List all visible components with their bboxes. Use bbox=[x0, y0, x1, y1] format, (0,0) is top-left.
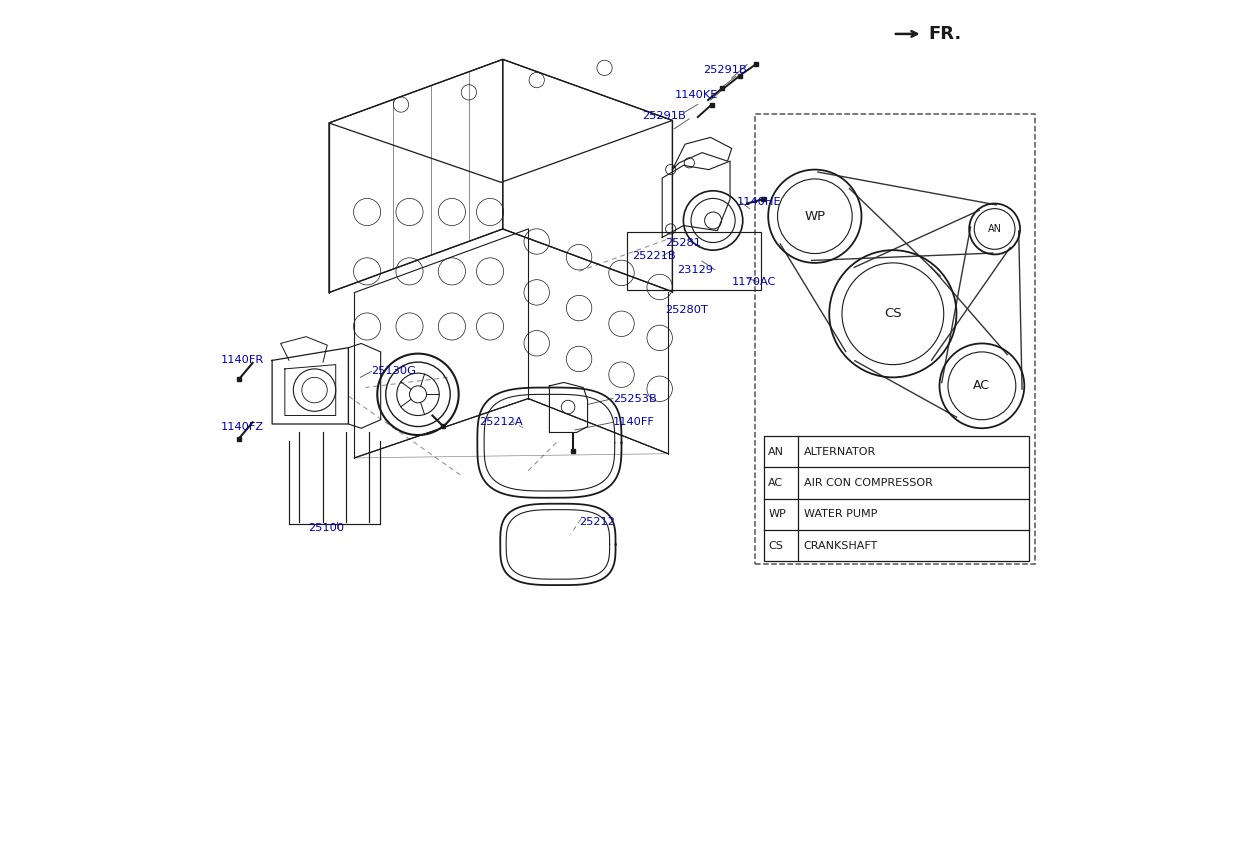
Bar bbox=[626, 232, 761, 290]
Text: 1140HE: 1140HE bbox=[737, 197, 782, 207]
Text: 25130G: 25130G bbox=[372, 366, 416, 377]
Text: 1140FF: 1140FF bbox=[613, 417, 655, 427]
Text: 25212A: 25212A bbox=[479, 417, 522, 427]
Text: WP: WP bbox=[804, 209, 825, 223]
Text: 25253B: 25253B bbox=[613, 393, 656, 404]
Text: AN: AN bbox=[768, 447, 784, 456]
Text: 1140FR: 1140FR bbox=[221, 354, 265, 365]
Text: 25281: 25281 bbox=[665, 237, 701, 248]
Text: 25280T: 25280T bbox=[665, 304, 709, 315]
Text: CS: CS bbox=[768, 541, 783, 550]
Text: AC: AC bbox=[768, 478, 783, 488]
Text: AN: AN bbox=[988, 224, 1002, 234]
Text: WP: WP bbox=[768, 510, 786, 519]
Text: WATER PUMP: WATER PUMP bbox=[804, 510, 878, 519]
Text: 1140FZ: 1140FZ bbox=[221, 421, 265, 432]
Text: 23129: 23129 bbox=[677, 265, 713, 275]
Bar bbox=[764, 436, 1028, 561]
Text: CRANKSHAFT: CRANKSHAFT bbox=[804, 541, 878, 550]
Bar bbox=[756, 114, 1035, 564]
Text: FR.: FR. bbox=[929, 25, 962, 43]
Text: 25291B: 25291B bbox=[641, 111, 686, 121]
Text: 25212: 25212 bbox=[579, 516, 615, 527]
Text: ALTERNATOR: ALTERNATOR bbox=[804, 447, 876, 456]
Text: 1170AC: 1170AC bbox=[732, 276, 776, 287]
Text: AIR CON COMPRESSOR: AIR CON COMPRESSOR bbox=[804, 478, 932, 488]
Text: 25291B: 25291B bbox=[702, 64, 747, 75]
Text: 25221B: 25221B bbox=[633, 251, 676, 261]
Text: AC: AC bbox=[973, 379, 991, 393]
Text: CS: CS bbox=[884, 307, 901, 321]
Text: 25100: 25100 bbox=[308, 523, 344, 533]
Text: 1140KE: 1140KE bbox=[675, 90, 718, 100]
